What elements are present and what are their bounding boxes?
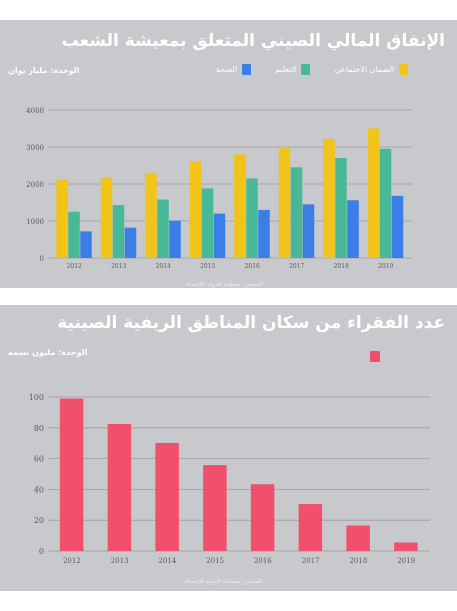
spending-bar xyxy=(56,179,68,258)
legend-swatch-social-security xyxy=(399,64,409,75)
spending-bar xyxy=(100,177,113,258)
legend-label-health: الصحة xyxy=(216,65,238,74)
spending-bar xyxy=(234,154,246,258)
spending-bar xyxy=(169,220,181,258)
legend-label-education: التعليم xyxy=(275,65,297,74)
poverty-bar xyxy=(203,465,227,551)
spending-bar xyxy=(68,211,80,258)
spending-bar xyxy=(379,148,392,258)
poverty-y-tick-label: 100 xyxy=(29,393,44,402)
poverty-bar xyxy=(155,442,179,551)
poverty-y-tick-label: 0 xyxy=(39,547,44,556)
poverty-y-tick-label: 20 xyxy=(34,516,44,525)
spending-bar xyxy=(189,161,202,258)
poverty-x-tick-label: 2016 xyxy=(254,557,272,565)
spending-x-tick-label: 2014 xyxy=(156,263,171,270)
spending-x-tick-label: 2015 xyxy=(200,263,215,270)
spending-y-tick-label: 2000 xyxy=(26,181,44,189)
poverty-x-tick-label: 2013 xyxy=(111,557,129,565)
spending-y-tick-label: 3000 xyxy=(26,144,44,152)
spending-bar xyxy=(213,213,226,258)
poverty-chart-source: المصدر: مصلحة الدولة للإحصاء xyxy=(185,578,263,585)
spending-x-tick-label: 2013 xyxy=(111,263,126,270)
spending-bar xyxy=(145,172,157,258)
spending-bar xyxy=(278,147,291,258)
spending-y-tick-label: 1000 xyxy=(26,218,44,226)
spending-bar xyxy=(80,231,92,258)
spending-y-tick-label: 4000 xyxy=(26,107,44,115)
poverty-x-tick-label: 2018 xyxy=(349,557,367,565)
spending-bar xyxy=(347,200,359,258)
poverty-chart-title: عدد الفقراء من سكان المناطق الريفية الصي… xyxy=(57,313,445,333)
poverty-x-tick-label: 2014 xyxy=(158,557,176,565)
spending-bar xyxy=(323,138,335,258)
poverty-bar xyxy=(107,423,132,551)
spending-bar xyxy=(302,204,315,258)
spending-bar xyxy=(124,227,137,258)
spending-x-tick-label: 2017 xyxy=(289,263,304,270)
legend-label-social-security: الضمان الاجتماعي xyxy=(334,65,395,74)
poverty-bar xyxy=(298,504,323,551)
poverty-bar xyxy=(394,542,418,551)
legend-item-education: التعليم xyxy=(275,64,311,75)
legend-swatch-poverty xyxy=(370,351,380,362)
spending-bar xyxy=(112,205,125,258)
spending-bar xyxy=(290,167,303,258)
spending-chart-panel: الإنفاق المالي الصيني المتعلق بمعيشة الش… xyxy=(0,20,457,288)
poverty-x-tick-label: 2012 xyxy=(63,557,81,565)
poverty-chart-legend xyxy=(370,347,380,366)
poverty-y-tick-label: 60 xyxy=(34,455,44,464)
spending-y-tick-label: 0 xyxy=(40,255,44,263)
spending-bar xyxy=(201,188,214,258)
spending-bar xyxy=(246,178,258,258)
spending-bar xyxy=(367,128,380,258)
spending-bar xyxy=(258,209,270,258)
spending-chart-unit: الوحدة: مليار يوان xyxy=(8,66,80,75)
legend-swatch-health xyxy=(242,64,252,75)
spending-chart-legend: الضمان الاجتماعي التعليم الصحة xyxy=(216,64,409,75)
poverty-bar xyxy=(59,398,84,551)
poverty-bar xyxy=(346,525,370,551)
legend-item-health: الصحة xyxy=(216,64,252,75)
legend-swatch-education xyxy=(301,64,311,75)
spending-x-tick-label: 2012 xyxy=(67,263,82,270)
poverty-x-tick-label: 2017 xyxy=(302,557,320,565)
spending-bar xyxy=(335,158,347,258)
spending-chart-plot: 0 1000 2000 3000 4000 2012 2013 2014 2015 2016 201… xyxy=(26,107,412,270)
spending-chart-title: الإنفاق المالي الصيني المتعلق بمعيشة الش… xyxy=(61,31,445,51)
spending-chart-source: المصدر: مصلحة الدولة للإحصاء xyxy=(186,281,264,288)
spending-bar xyxy=(391,195,404,258)
poverty-bar xyxy=(250,484,275,551)
poverty-y-tick-label: 40 xyxy=(34,485,44,494)
poverty-y-tick-label: 80 xyxy=(34,424,44,433)
spending-x-tick-label: 2016 xyxy=(245,263,260,270)
spending-bar xyxy=(157,199,169,258)
spending-x-tick-label: 2018 xyxy=(334,263,349,270)
legend-item-social-security: الضمان الاجتماعي xyxy=(334,64,409,75)
poverty-chart-unit: الوحدة: مليون نسمة xyxy=(8,348,88,357)
poverty-chart-plot: 0 20 40 60 80 100 2012 2013 2014 2015 2016 2017 2018… xyxy=(29,393,430,565)
poverty-chart-panel: عدد الفقراء من سكان المناطق الريفية الصي… xyxy=(0,305,457,591)
poverty-x-tick-label: 2015 xyxy=(206,557,224,565)
spending-x-tick-label: 2019 xyxy=(378,263,393,270)
poverty-x-tick-label: 2019 xyxy=(397,557,415,565)
